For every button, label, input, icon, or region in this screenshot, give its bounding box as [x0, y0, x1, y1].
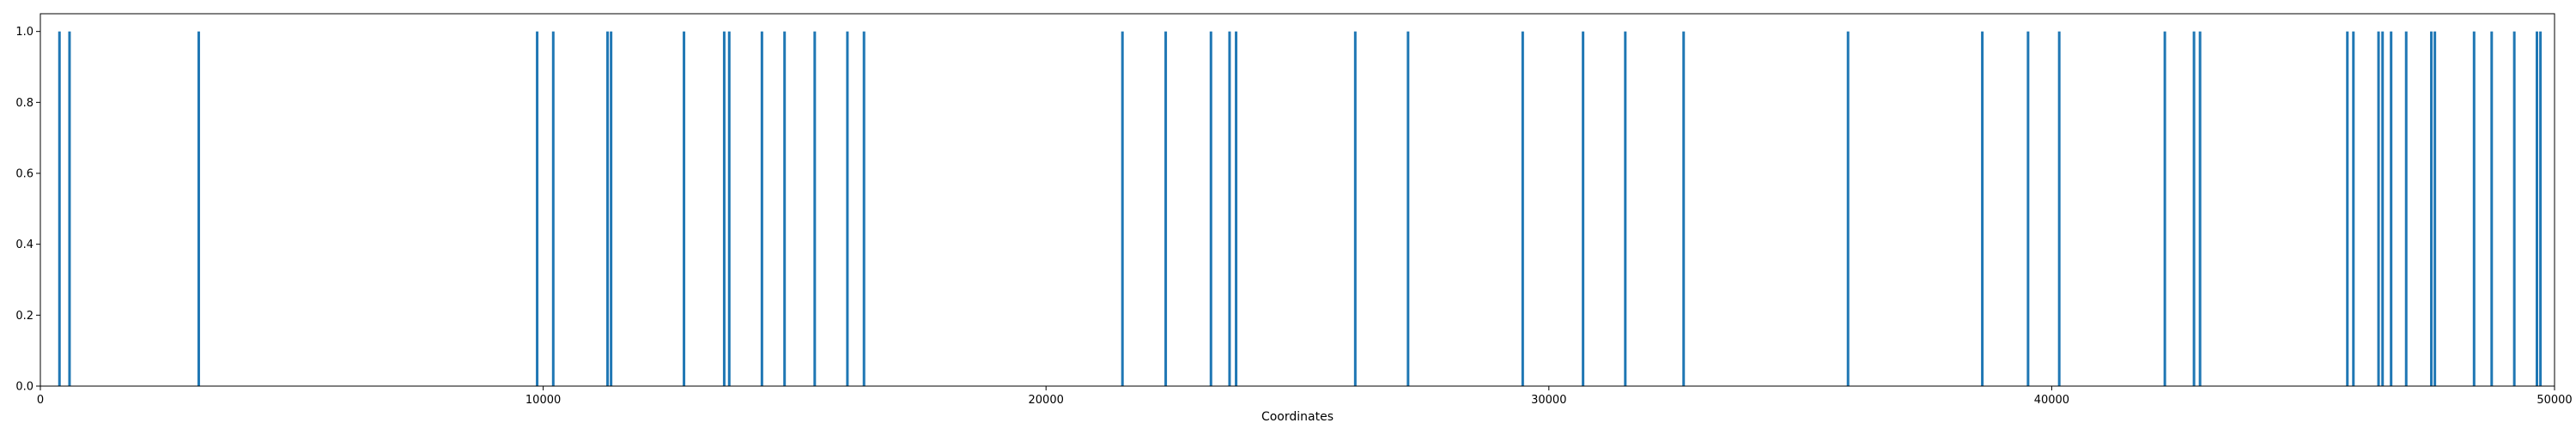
bar [2192, 31, 2196, 387]
x-axis-label: Coordinates [1261, 410, 1334, 424]
bar [606, 31, 610, 387]
x-tick-label: 20000 [1029, 394, 1064, 407]
bar [727, 31, 731, 387]
bar [1164, 31, 1168, 387]
bar [2472, 31, 2476, 387]
bar [2198, 31, 2202, 387]
bar [722, 31, 726, 387]
bar [683, 31, 686, 387]
bar [1846, 31, 1850, 387]
bar [2057, 31, 2061, 387]
bar [58, 31, 61, 387]
plot-frame [39, 13, 2555, 387]
bar [1121, 31, 1124, 387]
bar [1235, 31, 1238, 387]
y-tick-label: 0.6 [15, 168, 33, 181]
bar [760, 31, 763, 387]
bar [2433, 31, 2437, 387]
bar [2346, 31, 2349, 387]
bar [2381, 31, 2385, 387]
y-axis: 0.0 0.2 0.4 0.6 0.8 1.0 [15, 26, 40, 394]
bars [58, 31, 2543, 387]
x-tick-label: 30000 [1531, 394, 1566, 407]
bar [2404, 31, 2408, 387]
bar [2490, 31, 2494, 387]
x-tick-label: 10000 [526, 394, 561, 407]
bar [846, 31, 849, 387]
bar [862, 31, 866, 387]
x-tick-label: 0 [37, 394, 44, 407]
bar [2377, 31, 2380, 387]
bar [1209, 31, 1212, 387]
y-tick-label: 0.8 [15, 97, 33, 110]
bar [1406, 31, 1410, 387]
bar [783, 31, 787, 387]
bar [813, 31, 817, 387]
x-tick-label: 50000 [2537, 394, 2572, 407]
bar [2026, 31, 2030, 387]
x-tick-label: 40000 [2034, 394, 2069, 407]
bar [1682, 31, 1686, 387]
bar [1353, 31, 1357, 387]
bar [1521, 31, 1524, 387]
bar [2352, 31, 2355, 387]
bar [1981, 31, 1984, 387]
y-tick-label: 1.0 [15, 26, 33, 39]
bar [2390, 31, 2393, 387]
bar [2163, 31, 2166, 387]
bar [536, 31, 539, 387]
x-axis: 0 10000 20000 30000 40000 50000 [37, 386, 2573, 407]
y-tick-label: 0.4 [15, 239, 33, 251]
bar [2512, 31, 2516, 387]
bar [1624, 31, 1627, 387]
bar [2430, 31, 2433, 387]
bar [68, 31, 71, 387]
bar [2536, 31, 2538, 387]
bar [551, 31, 555, 387]
bar [1582, 31, 1585, 387]
bar [610, 31, 613, 387]
bar [197, 31, 200, 387]
y-tick-label: 0.0 [15, 381, 33, 394]
bar [2539, 31, 2543, 387]
y-tick-label: 0.2 [15, 310, 33, 323]
bar [1228, 31, 1231, 387]
